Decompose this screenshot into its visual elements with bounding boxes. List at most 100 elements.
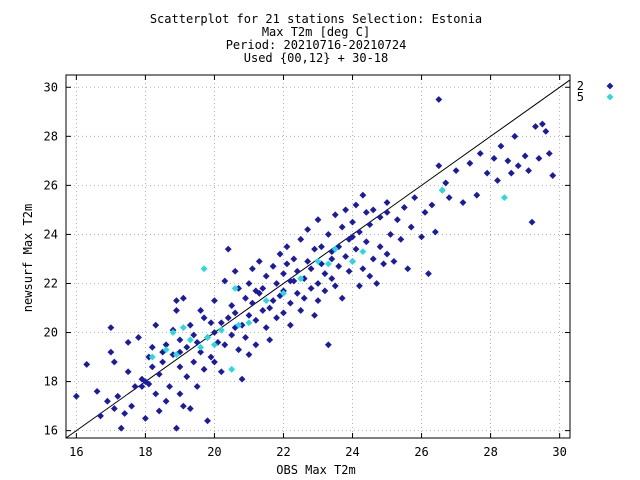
x-tick-label: 16 bbox=[69, 445, 83, 459]
data-point-series-2 bbox=[207, 319, 215, 327]
data-point-series-2 bbox=[280, 270, 287, 278]
data-point-series-2 bbox=[183, 343, 191, 351]
data-point-series-2 bbox=[342, 253, 350, 260]
data-point-series-2 bbox=[145, 353, 153, 361]
data-point-series-2 bbox=[397, 235, 405, 243]
data-point-series-2 bbox=[345, 267, 353, 275]
data-point-series-2 bbox=[83, 361, 91, 368]
data-point-series-2 bbox=[497, 142, 505, 150]
data-point-series-2 bbox=[383, 199, 391, 206]
data-point-series-2 bbox=[273, 280, 280, 287]
data-point-series-5 bbox=[501, 194, 508, 202]
data-point-series-2 bbox=[331, 211, 339, 219]
data-point-series-2 bbox=[331, 282, 339, 290]
data-point-series-2 bbox=[231, 309, 239, 317]
data-point-series-5 bbox=[200, 265, 208, 273]
data-point-series-5 bbox=[186, 336, 194, 344]
data-point-series-2 bbox=[286, 299, 294, 307]
data-point-series-5 bbox=[262, 297, 270, 305]
data-point-series-2 bbox=[435, 96, 443, 103]
data-point-series-2 bbox=[259, 307, 267, 314]
data-point-series-2 bbox=[166, 383, 173, 390]
data-point-series-2 bbox=[124, 338, 132, 346]
x-axis: 16 18 20 22 24 26 28 30 bbox=[69, 75, 567, 459]
data-point-series-5 bbox=[169, 329, 177, 336]
data-point-series-5 bbox=[173, 351, 180, 359]
data-point-series-2 bbox=[176, 336, 184, 344]
data-point-series-2 bbox=[266, 336, 274, 344]
data-point-series-2 bbox=[314, 280, 322, 287]
data-point-series-2 bbox=[97, 412, 104, 420]
data-point-series-2 bbox=[110, 358, 118, 366]
data-point-series-2 bbox=[131, 383, 139, 390]
data-point-series-2 bbox=[169, 351, 177, 359]
data-point-series-2 bbox=[307, 265, 315, 273]
data-point-series-2 bbox=[190, 358, 198, 366]
data-point-series-2 bbox=[383, 250, 391, 258]
y-tick-label: 18 bbox=[44, 375, 58, 389]
data-point-series-5 bbox=[197, 343, 205, 351]
data-point-series-2 bbox=[369, 255, 377, 263]
data-point-series-2 bbox=[179, 402, 187, 410]
data-point-series-2 bbox=[286, 277, 294, 285]
data-point-series-2 bbox=[204, 417, 211, 425]
data-point-series-2 bbox=[290, 277, 298, 285]
data-point-series-2 bbox=[307, 284, 315, 292]
data-point-series-2 bbox=[242, 334, 249, 341]
y-tick-label: 22 bbox=[44, 276, 58, 290]
data-point-series-2 bbox=[211, 297, 218, 305]
data-point-series-2 bbox=[359, 265, 367, 273]
data-point-series-2 bbox=[228, 302, 236, 309]
data-point-series-2 bbox=[155, 407, 163, 415]
data-point-series-2 bbox=[521, 152, 529, 160]
data-point-series-5 bbox=[162, 346, 170, 354]
x-tick-label: 22 bbox=[276, 445, 290, 459]
data-point-series-2 bbox=[217, 319, 225, 327]
data-point-series-2 bbox=[445, 194, 453, 202]
data-point-series-2 bbox=[162, 341, 170, 349]
data-point-series-2 bbox=[221, 341, 229, 349]
data-point-series-2 bbox=[421, 208, 429, 216]
data-point-series-2 bbox=[262, 272, 270, 280]
data-point-series-2 bbox=[466, 159, 474, 167]
data-point-series-2 bbox=[224, 245, 232, 253]
data-point-series-2 bbox=[183, 373, 191, 381]
y-tick-label: 20 bbox=[44, 326, 58, 340]
data-point-series-2 bbox=[314, 216, 322, 224]
data-point-series-2 bbox=[373, 280, 381, 287]
data-point-series-2 bbox=[283, 260, 291, 268]
data-point-series-2 bbox=[428, 201, 436, 209]
data-point-series-5 bbox=[217, 326, 225, 334]
data-point-series-2 bbox=[321, 270, 329, 278]
data-point-series-2 bbox=[245, 311, 253, 319]
data-point-series-2 bbox=[176, 363, 184, 371]
data-point-series-2 bbox=[235, 346, 243, 354]
data-point-series-2 bbox=[435, 162, 443, 170]
data-point-series-2 bbox=[128, 402, 135, 410]
data-point-series-2 bbox=[431, 228, 439, 236]
data-point-series-5 bbox=[324, 260, 332, 268]
data-point-series-2 bbox=[407, 223, 415, 231]
data-point-series-2 bbox=[286, 321, 294, 329]
data-point-series-2 bbox=[545, 150, 553, 157]
data-point-series-2 bbox=[494, 177, 501, 184]
data-point-series-2 bbox=[276, 250, 284, 258]
data-point-series-5 bbox=[228, 365, 236, 373]
plot-frame bbox=[65, 74, 571, 439]
data-point-series-2 bbox=[452, 167, 460, 175]
title-line-2: Max T2m [deg C] bbox=[262, 25, 370, 39]
data-point-series-2 bbox=[211, 358, 218, 366]
data-point-series-2 bbox=[224, 314, 232, 322]
data-point-series-2 bbox=[366, 221, 374, 229]
title-line-1: Scatterplot for 21 stations Selection: E… bbox=[150, 12, 482, 26]
data-point-series-2 bbox=[300, 294, 308, 302]
data-point-series-2 bbox=[342, 206, 350, 214]
data-point-series-2 bbox=[197, 348, 205, 356]
data-point-series-2 bbox=[328, 255, 336, 263]
data-point-series-2 bbox=[217, 368, 225, 376]
data-point-series-2 bbox=[418, 233, 425, 241]
data-point-series-2 bbox=[311, 245, 318, 253]
x-tick-label: 26 bbox=[414, 445, 428, 459]
data-point-series-2 bbox=[245, 351, 253, 359]
legend-marker-series-5 bbox=[606, 93, 614, 101]
